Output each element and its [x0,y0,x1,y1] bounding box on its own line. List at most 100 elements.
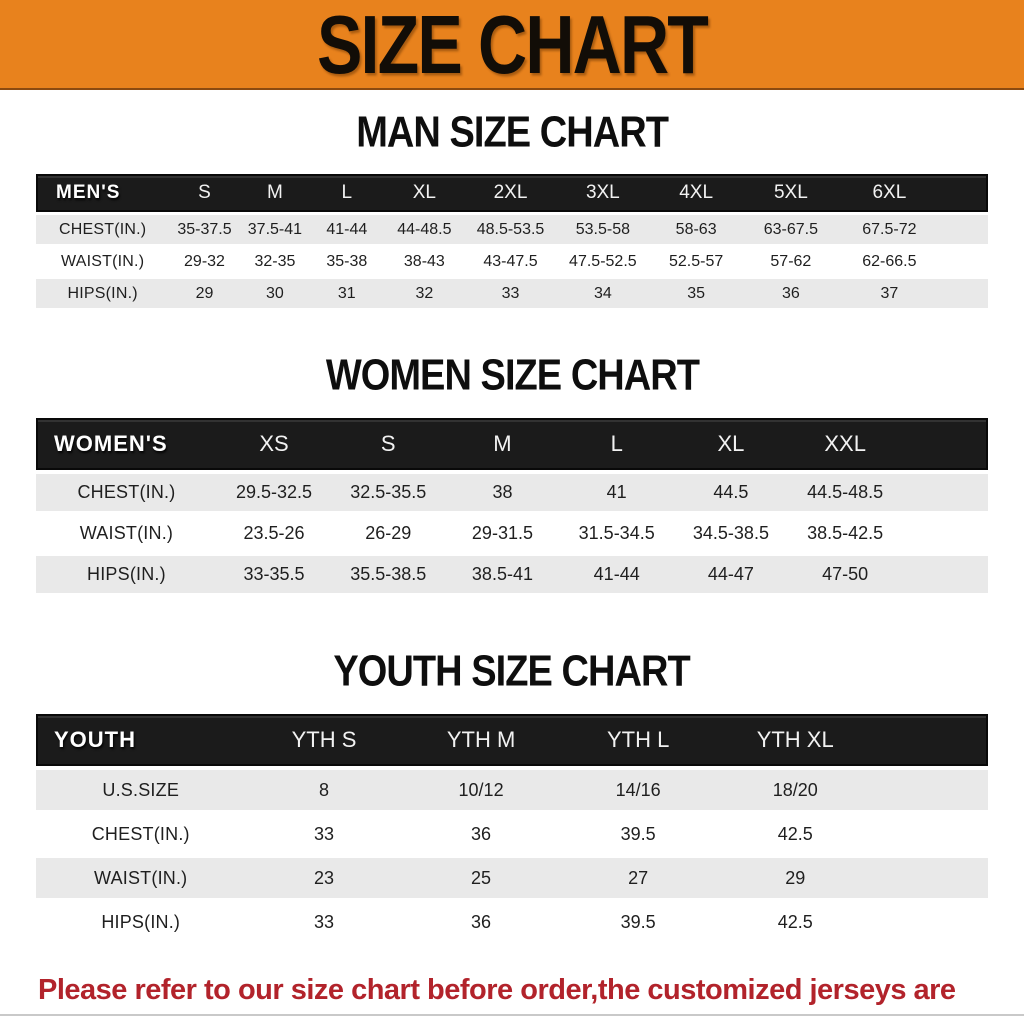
women-size-value: 47-50 [788,556,903,593]
order-disclaimer-text: Please refer to our size chart before or… [38,970,994,1019]
youth-header-row: YOUTH YTH S YTH M YTH L YTH XL [36,714,988,766]
youth-size-value: 18/20 [716,770,874,810]
men-size-column-8: 6XL [839,174,940,212]
men-size-value: 62-66.5 [839,247,940,276]
women-size-column-0: XS [216,418,332,470]
men-size-value: 53.5-58 [555,215,650,244]
men-size-value: 35-38 [310,247,384,276]
women-row-filler [902,515,988,552]
youth-size-value: 33 [245,902,403,942]
men-measurement-row-2: HIPS(IN.) 29 30 31 32 33 34 35 36 37 [36,279,988,308]
youth-measurement-row-2: WAIST(IN.) 23 25 27 29 [36,858,988,898]
men-row-filler [939,247,988,276]
men-size-value: 57-62 [742,247,840,276]
men-size-value: 43-47.5 [465,247,556,276]
men-size-column-0: S [169,174,240,212]
youth-size-value: 39.5 [559,814,717,854]
women-measurement-row-2: HIPS(IN.) 33-35.5 35.5-38.5 38.5-41 41-44 44-… [36,556,988,593]
women-size-value: 26-29 [331,515,446,552]
youth-size-chart-section: YOUTH SIZE CHART YOUTH YTH S YTH M YTH L YTH… [0,597,1024,946]
youth-size-value: 39.5 [559,902,717,942]
youth-size-value: 42.5 [716,814,874,854]
men-size-value: 35 [649,279,743,308]
youth-row-label: U.S.SIZE [36,770,246,810]
men-size-column-7: 5XL [742,174,840,212]
men-size-value: 38-43 [383,247,466,276]
youth-size-column-2: YTH L [559,714,717,766]
women-size-chart-section: WOMEN SIZE CHART WOMEN'S XS S M L XL XXL CHEST(… [0,311,1024,597]
women-size-value: 38.5-41 [445,556,560,593]
men-size-value: 33 [465,279,556,308]
men-size-value: 41-44 [310,215,384,244]
man-size-chart-section: MAN SIZE CHART MEN'S S M L XL 2XL 3XL 4XL 5XL 6XL… [0,90,1024,311]
youth-row-label: HIPS(IN.) [36,902,246,942]
man-size-chart-title: MAN SIZE CHART [356,107,669,157]
men-size-value: 32 [383,279,466,308]
men-measurement-row-0: CHEST(IN.) 35-37.5 37.5-41 41-44 44-48.5 48.5… [36,215,988,244]
men-size-column-6: 4XL [649,174,743,212]
men-size-value: 52.5-57 [649,247,743,276]
women-size-value: 31.5-34.5 [559,515,674,552]
women-row-label: WAIST(IN.) [36,515,217,552]
youth-row-filler [873,814,988,854]
men-size-value: 29 [169,279,240,308]
youth-size-value: 36 [402,902,560,942]
men-size-value: 29-32 [169,247,240,276]
women-size-value: 44.5 [673,474,789,511]
women-header-filler [902,418,988,470]
men-size-value: 30 [239,279,311,308]
youth-size-value: 23 [245,858,403,898]
men-row-label: WAIST(IN.) [36,247,170,276]
women-size-value: 34.5-38.5 [673,515,789,552]
women-size-value: 33-35.5 [216,556,332,593]
youth-measurement-row-3: HIPS(IN.) 33 36 39.5 42.5 [36,902,988,942]
women-size-value: 23.5-26 [216,515,332,552]
men-size-value: 37 [839,279,940,308]
youth-size-value: 14/16 [559,770,717,810]
youth-size-column-1: YTH M [402,714,560,766]
men-size-value: 44-48.5 [383,215,466,244]
women-measurement-row-0: CHEST(IN.) 29.5-32.5 32.5-35.5 38 41 44.5 44.5… [36,474,988,511]
youth-measurement-row-0: U.S.SIZE 8 10/12 14/16 18/20 [36,770,988,810]
men-size-value: 67.5-72 [839,215,940,244]
women-size-column-1: S [331,418,446,470]
men-size-value: 35-37.5 [169,215,240,244]
women-size-value: 41 [559,474,674,511]
men-size-value: 31 [310,279,384,308]
womens-size-table-container: WOMEN'S XS S M L XL XXL CHEST(IN.) 29.5-32.5 32.5… [0,414,1024,597]
men-size-value: 36 [742,279,840,308]
youth-size-value: 29 [716,858,874,898]
women-row-filler [902,474,988,511]
women-size-value: 44.5-48.5 [788,474,903,511]
men-measurement-row-1: WAIST(IN.) 29-32 32-35 35-38 38-43 43-47.5 47.… [36,247,988,276]
women-row-label: HIPS(IN.) [36,556,217,593]
youth-size-value: 10/12 [402,770,560,810]
youth-measurement-row-1: CHEST(IN.) 33 36 39.5 42.5 [36,814,988,854]
youth-size-value: 25 [402,858,560,898]
youth-row-filler [873,770,988,810]
women-size-value: 29-31.5 [445,515,560,552]
youth-size-column-0: YTH S [245,714,403,766]
men-size-value: 48.5-53.5 [465,215,556,244]
disclaimer-line-1: Please refer to our size chart before or… [38,974,956,1019]
women-size-value: 29.5-32.5 [216,474,332,511]
men-row-filler [939,215,988,244]
size-chart-banner-title: SIZE CHART [316,0,709,91]
men-size-column-3: XL [383,174,466,212]
youth-size-value: 36 [402,814,560,854]
youth-size-table-container: YOUTH YTH S YTH M YTH L YTH XL U.S.SIZE 8 10/12… [0,710,1024,946]
youth-size-value: 42.5 [716,902,874,942]
men-size-column-5: 3XL [555,174,650,212]
women-measurement-row-1: WAIST(IN.) 23.5-26 26-29 29-31.5 31.5-34.5 34… [36,515,988,552]
men-size-value: 37.5-41 [239,215,311,244]
women-group-label: WOMEN'S [36,418,217,470]
men-size-column-4: 2XL [465,174,556,212]
women-row-filler [902,556,988,593]
women-size-chart-title: WOMEN SIZE CHART [325,350,699,400]
youth-size-value: 8 [245,770,403,810]
men-size-column-1: M [239,174,311,212]
men-size-value: 32-35 [239,247,311,276]
women-size-value: 32.5-35.5 [331,474,446,511]
youth-size-column-3: YTH XL [716,714,874,766]
men-group-label: MEN'S [36,174,170,212]
